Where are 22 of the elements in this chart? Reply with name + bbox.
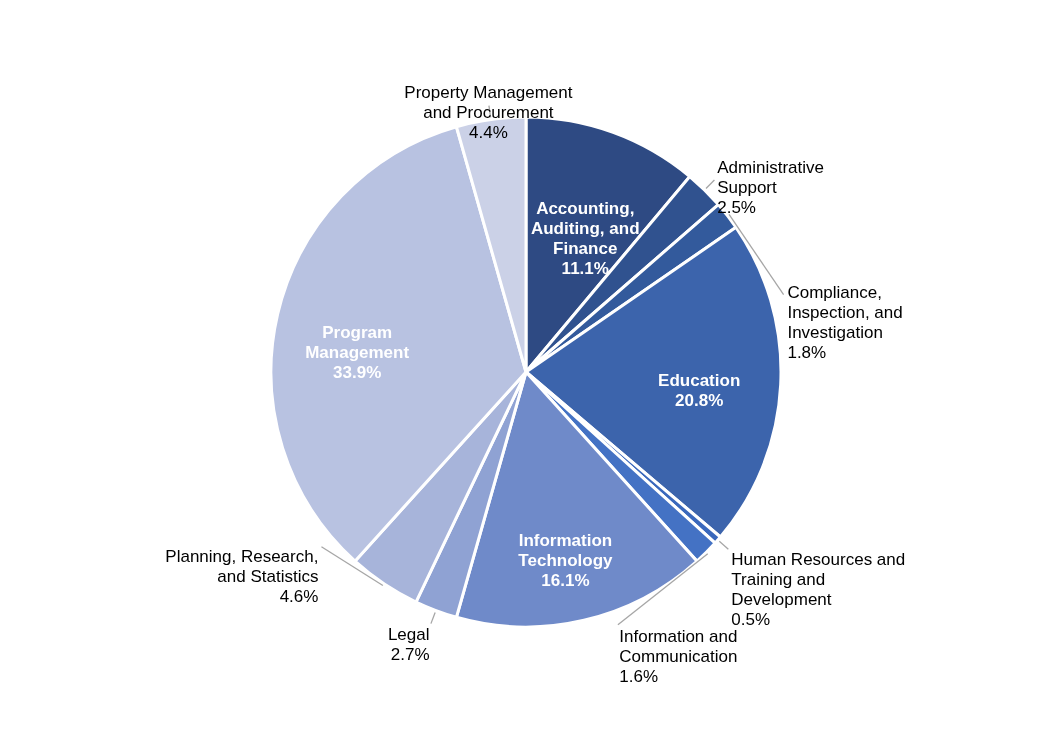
slice-label: Property Management and Procurement — [404, 82, 573, 122]
slice-label: Compliance, Inspection, and Investigation — [787, 283, 903, 343]
data-label: 0.5% — [731, 609, 771, 629]
data-label: 1.6% — [619, 666, 659, 686]
data-label: 4.6% — [279, 587, 319, 607]
data-label: 33.9% — [333, 362, 382, 382]
slice-label: Accounting, Auditing, and Finance — [530, 199, 640, 259]
data-label: 2.5% — [717, 198, 756, 218]
slice-label: Education — [658, 370, 741, 390]
data-label: 2.7% — [390, 645, 430, 665]
data-label: 1.8% — [787, 343, 827, 363]
slice-label: Human Resources and Training and Development — [731, 549, 906, 609]
slice-label: Legal — [387, 625, 430, 645]
slice-label: Planning, Research, and Statistics — [165, 547, 319, 587]
data-label: 16.1% — [541, 570, 590, 590]
data-label: 11.1% — [561, 259, 609, 279]
slice-label: Program Management — [305, 322, 410, 362]
slice-label: Information and Communication — [619, 626, 738, 666]
slice-label: Administrative Support — [717, 158, 824, 198]
slice-label: Information Technology — [518, 530, 614, 570]
data-label: 20.8% — [675, 390, 724, 410]
data-label: 4.4% — [469, 122, 508, 142]
